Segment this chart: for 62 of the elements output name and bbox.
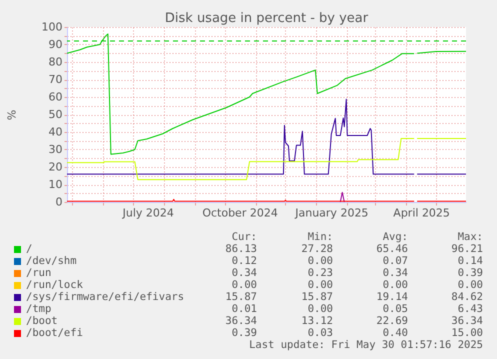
chart-title: Disk usage in percent - by year <box>164 11 369 26</box>
legend-label: /dev/shm <box>26 255 77 267</box>
text: 0.00 <box>382 279 408 291</box>
y-tick-label: 50 <box>48 108 62 121</box>
legend-label: /sys/firmware/efi/efivars <box>26 291 184 303</box>
y-tick-label: 30 <box>48 143 62 156</box>
legend-label: /run/lock <box>26 279 83 291</box>
text: 96.21 <box>451 243 483 255</box>
text: 0.40 <box>382 327 408 339</box>
x-tick-label: July 2024 <box>122 206 174 220</box>
y-axis-title: % <box>6 110 19 120</box>
text: 36.34 <box>225 315 257 327</box>
y-tick-label: 20 <box>48 160 62 174</box>
y-tick-label: 90 <box>48 38 62 51</box>
text: 0.00 <box>458 279 483 291</box>
text: 0.39 <box>232 327 257 339</box>
y-tick-label: 100 <box>42 20 62 34</box>
y-tick-label: 60 <box>48 90 62 104</box>
text: 0.00 <box>308 255 333 267</box>
text: 0.39 <box>458 267 483 279</box>
text: 6.43 <box>458 303 483 315</box>
text: 0.34 <box>382 267 408 279</box>
text: 0.05 <box>382 303 408 315</box>
text: 65.46 <box>376 243 408 255</box>
text: Max: <box>458 231 483 243</box>
text: 0.12 <box>232 255 257 267</box>
text: 22.69 <box>376 315 408 327</box>
legend-label: / <box>26 243 32 255</box>
text: 0.00 <box>232 279 257 291</box>
text: 15.87 <box>225 291 257 303</box>
text: Min: <box>308 231 333 243</box>
text: 0.07 <box>382 255 408 267</box>
text: 0.14 <box>458 255 483 267</box>
text: 19.14 <box>376 291 408 303</box>
text: 86.13 <box>225 243 257 255</box>
text: Last update: Fri May 30 01:57:16 2025 <box>249 339 483 351</box>
text: Cur: <box>232 231 257 243</box>
text: 15.00 <box>451 327 483 339</box>
text: 0.00 <box>308 303 333 315</box>
y-tick-label: 0 <box>56 196 62 208</box>
text: 27.28 <box>301 243 333 255</box>
legend-label: /run <box>26 267 52 279</box>
text: 36.34 <box>451 315 483 327</box>
text: 13.12 <box>301 315 333 327</box>
text: 15.87 <box>301 291 333 303</box>
y-tick-label: 70 <box>48 73 62 86</box>
text: 0.00 <box>308 279 333 291</box>
x-tick-label: April 2025 <box>393 206 450 220</box>
text: 0.34 <box>232 267 257 279</box>
text: 0.03 <box>308 327 333 339</box>
y-tick-label: 10 <box>48 178 62 191</box>
text: 84.62 <box>451 291 483 303</box>
legend-label: /boot/efi <box>26 327 83 339</box>
text: 0.23 <box>308 267 333 279</box>
y-tick-label: 40 <box>48 126 62 138</box>
y-tick-label: 80 <box>48 56 62 68</box>
legend-label: /tmp <box>26 303 52 315</box>
text: Avg: <box>382 231 408 243</box>
x-tick-label: January 2025 <box>294 206 368 220</box>
text: 0.01 <box>232 303 257 315</box>
x-tick-label: October 2024 <box>202 206 278 220</box>
legend-label: /boot <box>26 315 58 327</box>
